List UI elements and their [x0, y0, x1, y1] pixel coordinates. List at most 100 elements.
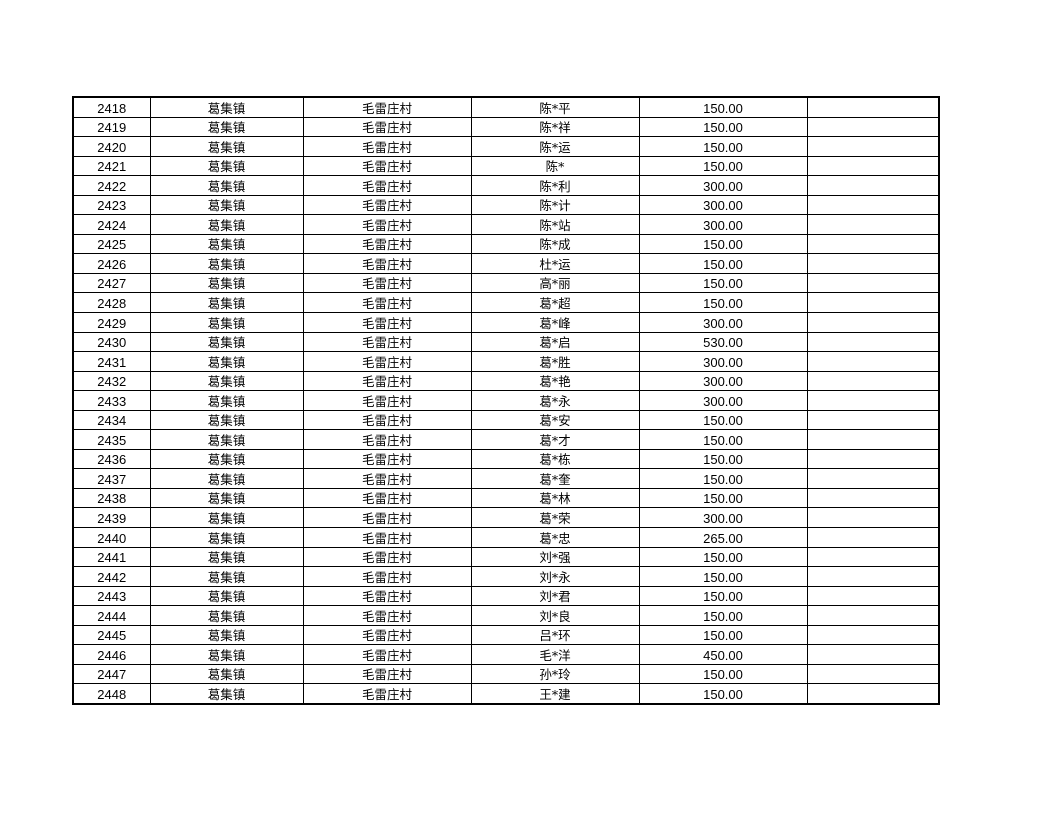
cell-village: 毛雷庄村: [302, 116, 472, 138]
table-row: 2437 葛集镇 毛雷庄村 葛*奎 150.00: [72, 468, 940, 489]
cell-name: 葛*启: [470, 331, 640, 353]
cell-index: 2421: [72, 155, 151, 177]
cell-amount: 150.00: [638, 683, 808, 705]
cell-town: 葛集镇: [149, 585, 304, 607]
cell-remark: [806, 546, 940, 568]
cell-village: 毛雷庄村: [302, 409, 472, 431]
table-row: 2433 葛集镇 毛雷庄村 葛*永 300.00: [72, 390, 940, 411]
table-row: 2428 葛集镇 毛雷庄村 葛*超 150.00: [72, 292, 940, 314]
cell-index: 2431: [72, 351, 151, 372]
table-row: 2418 葛集镇 毛雷庄村 陈*平 150.00: [72, 96, 940, 118]
cell-name: 陈*站: [470, 214, 640, 235]
cell-index: 2447: [72, 663, 151, 685]
cell-amount: 300.00: [638, 507, 808, 529]
cell-village: 毛雷庄村: [302, 175, 472, 196]
cell-remark: [806, 312, 940, 333]
cell-village: 毛雷庄村: [302, 507, 472, 529]
table-row: 2426 葛集镇 毛雷庄村 杜*运 150.00: [72, 253, 940, 274]
cell-index: 2440: [72, 527, 151, 548]
cell-town: 葛集镇: [149, 566, 304, 587]
cell-town: 葛集镇: [149, 194, 304, 216]
cell-amount: 150.00: [638, 116, 808, 138]
table-row: 2443 葛集镇 毛雷庄村 刘*君 150.00: [72, 585, 940, 607]
cell-village: 毛雷庄村: [302, 370, 472, 392]
cell-village: 毛雷庄村: [302, 96, 472, 118]
cell-remark: [806, 527, 940, 548]
cell-town: 葛集镇: [149, 507, 304, 529]
cell-name: 刘*永: [470, 566, 640, 587]
cell-amount: 150.00: [638, 233, 808, 255]
cell-remark: [806, 585, 940, 607]
cell-name: 孙*玲: [470, 663, 640, 685]
cell-remark: [806, 292, 940, 314]
table-row: 2431 葛集镇 毛雷庄村 葛*胜 300.00: [72, 351, 940, 372]
cell-amount: 150.00: [638, 468, 808, 489]
cell-village: 毛雷庄村: [302, 214, 472, 235]
cell-remark: [806, 663, 940, 685]
cell-index: 2448: [72, 683, 151, 705]
cell-town: 葛集镇: [149, 370, 304, 392]
table-row: 2422 葛集镇 毛雷庄村 陈*利 300.00: [72, 175, 940, 196]
cell-town: 葛集镇: [149, 448, 304, 470]
table-row: 2438 葛集镇 毛雷庄村 葛*林 150.00: [72, 487, 940, 509]
cell-village: 毛雷庄村: [302, 527, 472, 548]
cell-amount: 300.00: [638, 370, 808, 392]
cell-remark: [806, 429, 940, 450]
cell-town: 葛集镇: [149, 272, 304, 294]
cell-name: 吕*环: [470, 624, 640, 646]
cell-name: 毛*洋: [470, 644, 640, 665]
cell-remark: [806, 624, 940, 646]
cell-name: 葛*永: [470, 390, 640, 411]
cell-index: 2426: [72, 253, 151, 274]
cell-village: 毛雷庄村: [302, 194, 472, 216]
cell-amount: 150.00: [638, 487, 808, 509]
cell-town: 葛集镇: [149, 214, 304, 235]
cell-name: 葛*超: [470, 292, 640, 314]
cell-amount: 300.00: [638, 351, 808, 372]
cell-name: 刘*君: [470, 585, 640, 607]
cell-village: 毛雷庄村: [302, 312, 472, 333]
cell-village: 毛雷庄村: [302, 487, 472, 509]
cell-name: 陈*成: [470, 233, 640, 255]
cell-name: 陈*: [470, 155, 640, 177]
cell-name: 葛*栋: [470, 448, 640, 470]
cell-index: 2432: [72, 370, 151, 392]
cell-village: 毛雷庄村: [302, 429, 472, 450]
cell-town: 葛集镇: [149, 624, 304, 646]
cell-name: 葛*胜: [470, 351, 640, 372]
cell-amount: 150.00: [638, 409, 808, 431]
cell-name: 葛*奎: [470, 468, 640, 489]
cell-name: 葛*才: [470, 429, 640, 450]
cell-town: 葛集镇: [149, 175, 304, 196]
cell-remark: [806, 194, 940, 216]
cell-town: 葛集镇: [149, 96, 304, 118]
cell-index: 2444: [72, 605, 151, 626]
cell-name: 杜*运: [470, 253, 640, 274]
cell-index: 2439: [72, 507, 151, 529]
cell-remark: [806, 683, 940, 705]
cell-amount: 150.00: [638, 566, 808, 587]
cell-town: 葛集镇: [149, 546, 304, 568]
table-row: 2436 葛集镇 毛雷庄村 葛*栋 150.00: [72, 448, 940, 470]
cell-town: 葛集镇: [149, 233, 304, 255]
cell-name: 陈*运: [470, 136, 640, 157]
table-row: 2427 葛集镇 毛雷庄村 高*丽 150.00: [72, 272, 940, 294]
subsidy-table: 2418 葛集镇 毛雷庄村 陈*平 150.00 2419 葛集镇 毛雷庄村 陈*祥 150.00…: [72, 96, 940, 705]
cell-town: 葛集镇: [149, 136, 304, 157]
cell-town: 葛集镇: [149, 351, 304, 372]
cell-town: 葛集镇: [149, 116, 304, 138]
table-row: 2442 葛集镇 毛雷庄村 刘*永 150.00: [72, 566, 940, 587]
cell-town: 葛集镇: [149, 487, 304, 509]
cell-amount: 150.00: [638, 663, 808, 685]
cell-town: 葛集镇: [149, 292, 304, 314]
table-row: 2440 葛集镇 毛雷庄村 葛*忠 265.00: [72, 527, 940, 548]
cell-village: 毛雷庄村: [302, 546, 472, 568]
cell-index: 2434: [72, 409, 151, 431]
cell-amount: 300.00: [638, 390, 808, 411]
cell-index: 2436: [72, 448, 151, 470]
cell-village: 毛雷庄村: [302, 155, 472, 177]
cell-remark: [806, 155, 940, 177]
table-row: 2446 葛集镇 毛雷庄村 毛*洋 450.00: [72, 644, 940, 665]
cell-name: 王*建: [470, 683, 640, 705]
table-row: 2434 葛集镇 毛雷庄村 葛*安 150.00: [72, 409, 940, 431]
